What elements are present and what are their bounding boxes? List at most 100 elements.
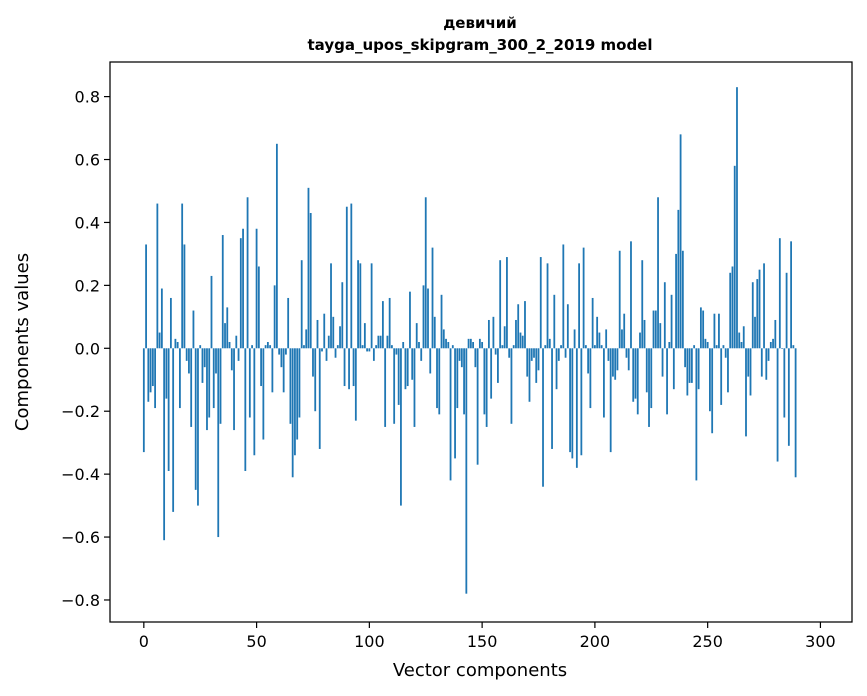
bar-component-39	[230, 348, 233, 371]
bar-component-268	[747, 348, 750, 377]
bar-component-23	[194, 348, 197, 490]
bar-component-16	[179, 348, 181, 409]
bar-component-279	[772, 338, 774, 349]
bar-component-121	[415, 323, 418, 349]
bar-component-231	[663, 282, 666, 349]
bar-component-25	[199, 345, 202, 349]
bar-component-54	[264, 345, 267, 349]
bar-component-111	[393, 348, 396, 424]
bar-component-65	[289, 348, 292, 424]
bar-component-213	[623, 313, 626, 349]
bar-component-230	[661, 348, 664, 377]
bar-component-249	[704, 338, 707, 349]
bar-component-226	[652, 310, 655, 349]
bar-component-262	[733, 165, 736, 349]
bar-component-100	[368, 348, 371, 352]
bar-component-253	[713, 313, 716, 349]
bar-component-191	[573, 329, 576, 349]
bar-component-287	[790, 241, 792, 349]
bar-component-192	[575, 348, 578, 468]
bar-component-10	[165, 348, 168, 399]
bar-component-93	[352, 348, 355, 387]
bar-component-275	[763, 263, 765, 349]
bar-component-51	[257, 266, 260, 349]
bar-component-52	[260, 348, 262, 387]
bar-component-37	[226, 307, 229, 349]
bar-component-199	[591, 297, 594, 349]
bar-component-82	[327, 335, 330, 349]
bar-component-153	[487, 319, 490, 349]
bar-component-225	[650, 348, 653, 409]
bar-component-63	[285, 348, 287, 355]
bar-component-174	[535, 348, 538, 383]
bar-component-263	[736, 87, 738, 349]
bar-component-208	[612, 348, 614, 377]
bar-component-56	[269, 345, 272, 349]
bar-component-283	[781, 348, 783, 349]
bar-component-12	[169, 297, 172, 349]
bar-component-124	[422, 285, 425, 349]
bar-component-57	[271, 348, 274, 393]
y-tick-label: 0.4	[75, 213, 100, 232]
bar-component-142	[463, 348, 465, 415]
bar-component-163	[510, 348, 513, 424]
bar-component-206	[607, 348, 610, 361]
bar-component-168	[521, 335, 524, 349]
bar-component-45	[244, 348, 247, 471]
bar-component-120	[413, 348, 416, 427]
bar-component-239	[681, 250, 684, 349]
bar-component-131	[438, 348, 441, 415]
bar-component-201	[596, 316, 599, 349]
bar-component-89	[343, 348, 346, 387]
y-tick-label: −0.4	[61, 465, 100, 484]
bar-component-141	[460, 348, 463, 368]
bar-component-254	[715, 345, 718, 349]
bar-component-105	[379, 335, 382, 349]
bar-component-104	[377, 335, 380, 349]
bar-component-117	[406, 348, 409, 387]
bar-component-224	[648, 348, 650, 427]
bar-component-178	[544, 345, 547, 349]
y-tick-label: −0.8	[61, 591, 100, 610]
bar-component-278	[769, 342, 772, 349]
bar-component-260	[729, 272, 732, 349]
bar-component-173	[533, 348, 535, 358]
bar-component-183	[555, 348, 558, 390]
bar-component-274	[760, 348, 763, 377]
y-axis-ticks: −0.8 −0.6 −0.4 −0.2 0.0 0.2 0.4 0.6 0.8	[61, 88, 110, 610]
bar-component-134	[445, 338, 447, 349]
bar-component-133	[442, 329, 445, 349]
bar-component-71	[303, 345, 305, 349]
bar-component-31	[212, 348, 215, 409]
bar-component-288	[792, 345, 795, 349]
bar-component-13	[172, 348, 175, 512]
bar-component-200	[593, 345, 596, 349]
bar-component-240	[684, 348, 686, 368]
bar-component-221	[641, 260, 644, 349]
bar-component-149	[478, 338, 481, 349]
bar-component-8	[160, 288, 163, 349]
bar-component-228	[657, 197, 659, 349]
bar-component-107	[384, 348, 387, 427]
bar-component-155	[492, 316, 495, 349]
bar-component-238	[679, 134, 682, 349]
bar-component-55	[266, 342, 269, 349]
bar-component-64	[287, 297, 290, 349]
bar-component-209	[614, 348, 617, 380]
chart-subtitle: tayga_upos_skipgram_300_2_2019 model	[308, 36, 653, 54]
bar-component-266	[742, 326, 745, 349]
bar-component-223	[645, 348, 648, 393]
bar-component-156	[494, 348, 497, 355]
bar-component-171	[528, 348, 531, 402]
bar-component-232	[666, 348, 668, 415]
bar-component-179	[546, 263, 549, 349]
bar-component-160	[503, 326, 506, 349]
bar-component-252	[711, 348, 714, 434]
bar-component-20	[188, 348, 190, 374]
bar-component-128	[431, 247, 434, 349]
bar-component-284	[783, 348, 786, 418]
bar-component-44	[242, 228, 244, 349]
bar-component-30	[210, 275, 213, 349]
bar-component-47	[248, 348, 251, 418]
bar-component-212	[621, 329, 623, 349]
